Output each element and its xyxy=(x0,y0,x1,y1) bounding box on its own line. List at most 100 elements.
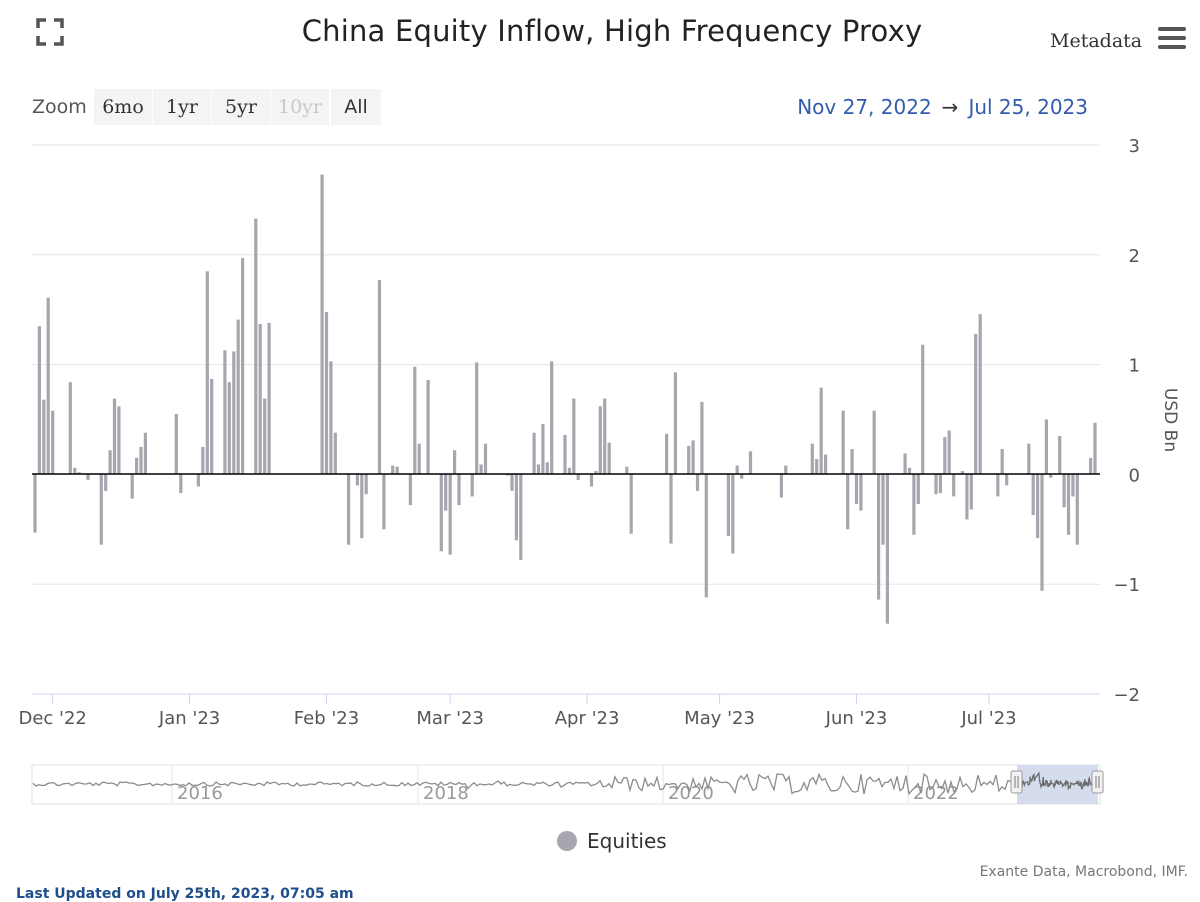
bar-equities-2023-07-14[interactable] xyxy=(1044,419,1048,475)
bar-equities-2023-01-04[interactable] xyxy=(201,446,205,475)
bar-equities-2023-06-13[interactable] xyxy=(907,467,912,475)
bar-equities-2023-02-27[interactable] xyxy=(439,474,443,552)
bar-equities-2023-03-22[interactable] xyxy=(541,423,545,475)
bar-equities-2023-05-05[interactable] xyxy=(735,465,739,475)
bar-equities-2022-12-29[interactable] xyxy=(174,414,178,475)
bar-equities-2023-02-28[interactable] xyxy=(444,474,448,511)
hamburger-menu-icon[interactable] xyxy=(1158,27,1186,51)
bar-equities-2023-06-01[interactable] xyxy=(854,474,859,504)
bar-equities-2023-01-13[interactable] xyxy=(241,258,245,475)
bar-equities-2023-01-09[interactable] xyxy=(223,350,227,475)
bar-equities-2022-11-30[interactable] xyxy=(46,297,50,475)
bar-equities-2023-07-03[interactable] xyxy=(996,474,1000,497)
bar-equities-2023-01-05[interactable] xyxy=(205,271,209,475)
bar-equities-2023-06-02[interactable] xyxy=(859,474,863,511)
bar-equities-2023-04-10[interactable] xyxy=(625,466,629,475)
bar-equities-2023-03-09[interactable] xyxy=(483,443,488,475)
bar-equities-2023-04-19[interactable] xyxy=(665,433,669,475)
bar-equities-2023-01-17[interactable] xyxy=(258,324,262,475)
bar-equities-2023-03-20[interactable] xyxy=(532,432,536,475)
bar-equities-2023-01-12[interactable] xyxy=(236,319,240,475)
bar-equities-2023-04-26[interactable] xyxy=(695,474,700,491)
bar-equities-2023-03-06[interactable] xyxy=(470,474,474,497)
bar-equities-2023-04-02[interactable] xyxy=(589,474,594,487)
bar-equities-2023-02-08[interactable] xyxy=(355,474,359,486)
bar-equities-2023-05-06[interactable] xyxy=(740,474,744,479)
range-from-input[interactable]: Nov 27, 2022 xyxy=(797,95,932,119)
bar-equities-2023-06-27[interactable] xyxy=(969,474,973,510)
bar-equities-2023-03-14[interactable] xyxy=(506,474,510,476)
range-to-input[interactable]: Jul 25, 2023 xyxy=(968,95,1088,119)
bar-equities-2023-07-11[interactable] xyxy=(1031,474,1035,515)
bar-equities-2023-02-13[interactable] xyxy=(377,280,382,475)
bar-equities-2023-06-25[interactable] xyxy=(960,471,965,475)
bar-equities-2022-12-14[interactable] xyxy=(108,450,112,475)
bar-equities-2023-01-10[interactable] xyxy=(227,382,231,475)
bar-equities-2023-06-15[interactable] xyxy=(916,474,920,504)
bar-equities-2023-03-08[interactable] xyxy=(479,464,483,475)
bar-equities-2023-05-16[interactable] xyxy=(784,465,788,475)
bar-equities-2023-07-25[interactable] xyxy=(1093,422,1097,475)
bar-equities-2023-06-20[interactable] xyxy=(938,474,942,494)
fullscreen-icon[interactable] xyxy=(36,18,64,46)
bar-equities-2022-12-21[interactable] xyxy=(139,446,143,475)
bar-equities-2023-06-06[interactable] xyxy=(877,474,881,600)
bar-equities-2022-11-29[interactable] xyxy=(42,399,46,475)
bar-equities-2023-03-02[interactable] xyxy=(453,450,457,475)
bar-equities-2023-04-03[interactable] xyxy=(594,471,598,475)
bar-equities-2022-12-16[interactable] xyxy=(117,406,121,475)
bar-equities-2023-06-26[interactable] xyxy=(965,474,969,520)
navigator[interactable]: 2016 2018 2020 2022 xyxy=(31,764,1104,805)
bar-equities-2023-07-17[interactable] xyxy=(1058,436,1062,475)
bar-equities-2022-12-12[interactable] xyxy=(99,474,103,545)
bar-equities-2022-12-15[interactable] xyxy=(112,398,117,475)
bar-equities-2023-07-20[interactable] xyxy=(1071,474,1075,497)
bar-equities-2023-02-02[interactable] xyxy=(329,361,333,475)
bar-equities-2023-04-27[interactable] xyxy=(700,401,704,475)
bar-equities-2023-03-16[interactable] xyxy=(514,474,518,541)
bar-equities-2023-02-14[interactable] xyxy=(382,474,386,530)
zoom-10yr-button[interactable]: 10yr xyxy=(271,89,329,125)
bar-equities-2022-12-01[interactable] xyxy=(51,410,55,475)
bar-equities-2022-12-30[interactable] xyxy=(179,474,183,494)
bar-equities-2023-06-07[interactable] xyxy=(881,474,885,545)
bar-equities-2023-04-25[interactable] xyxy=(691,440,695,475)
bar-equities-2023-06-05[interactable] xyxy=(872,410,876,475)
bar-equities-2023-01-18[interactable] xyxy=(263,398,267,475)
bar-equities-2023-03-07[interactable] xyxy=(475,362,479,475)
bar-equities-2023-03-24[interactable] xyxy=(550,361,554,475)
bar-equities-2023-03-30[interactable] xyxy=(576,474,580,480)
bar-equities-2023-03-15[interactable] xyxy=(510,474,514,491)
bar-equities-2023-07-21[interactable] xyxy=(1075,474,1079,545)
bar-equities-2023-05-29[interactable] xyxy=(841,410,845,475)
bar-equities-2023-04-06[interactable] xyxy=(607,442,611,475)
bar-equities-2023-07-15[interactable] xyxy=(1049,474,1053,478)
bar-equities-2022-12-19[interactable] xyxy=(130,474,134,499)
bar-equities-2023-05-25[interactable] xyxy=(824,454,828,475)
bar-equities-2023-02-20[interactable] xyxy=(408,474,412,506)
bar-equities-2023-07-24[interactable] xyxy=(1089,457,1093,475)
bar-equities-2023-02-01[interactable] xyxy=(324,311,329,475)
bar-equities-2023-03-23[interactable] xyxy=(545,462,549,475)
bar-equities-2023-01-19[interactable] xyxy=(267,322,271,475)
bar-equities-2023-06-23[interactable] xyxy=(952,474,956,497)
credits[interactable]: Exante Data, Macrobond, IMF. xyxy=(979,864,1188,880)
bar-equities-2022-12-06[interactable] xyxy=(73,467,77,475)
bar-equities-2023-06-12[interactable] xyxy=(903,453,907,475)
bar-equities-2023-05-15[interactable] xyxy=(779,474,783,498)
metadata-button[interactable]: Metadata xyxy=(1050,30,1143,52)
bar-equities-2023-02-03[interactable] xyxy=(333,432,337,475)
bar-equities-2023-02-06[interactable] xyxy=(347,474,351,545)
zoom-all-button[interactable]: All xyxy=(331,89,381,125)
bar-equities-2023-03-01[interactable] xyxy=(448,474,452,555)
bar-equities-2023-06-08[interactable] xyxy=(885,474,889,624)
bar-equities-2023-07-19[interactable] xyxy=(1066,474,1071,535)
bar-equities-2022-12-22[interactable] xyxy=(143,432,147,475)
bar-equities-2023-03-27[interactable] xyxy=(563,434,567,475)
bar-equities-2023-05-30[interactable] xyxy=(846,474,850,530)
bar-equities-2022-12-09[interactable] xyxy=(86,474,90,480)
bar-equities-2023-02-22[interactable] xyxy=(417,443,421,475)
bar-equities-2023-06-21[interactable] xyxy=(943,437,947,475)
bar-equities-2023-07-10[interactable] xyxy=(1027,443,1031,475)
bar-equities-2023-05-31[interactable] xyxy=(850,449,854,475)
